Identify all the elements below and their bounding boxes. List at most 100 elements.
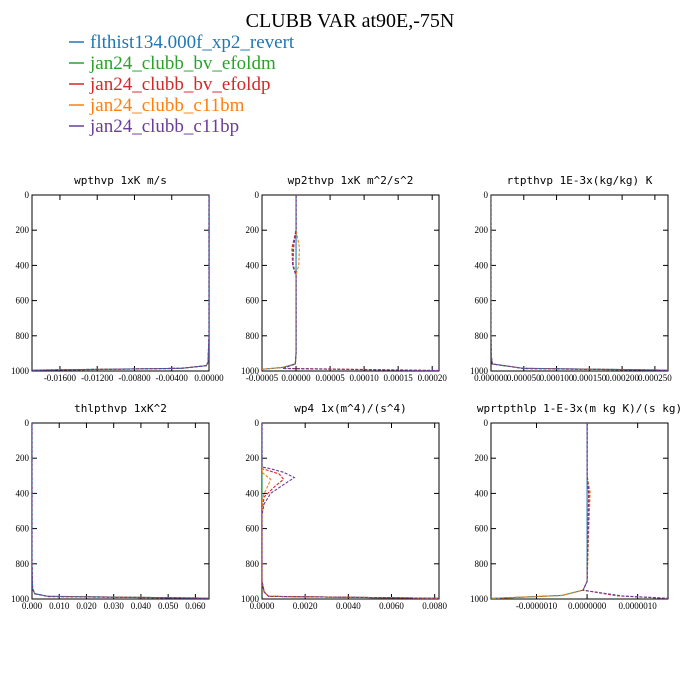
x-tick-label: 0.00005 <box>315 373 345 383</box>
panel-title: rtpthvp 1E-3x(kg/kg) K <box>507 174 653 187</box>
y-tick-label: 400 <box>246 488 260 498</box>
series-line <box>32 423 209 599</box>
y-tick-label: 600 <box>246 524 260 534</box>
figure-title: CLUBB VAR at90E,-75N <box>246 10 455 32</box>
x-tick-label: 0.000100 <box>540 373 574 383</box>
plot-frame <box>31 422 210 600</box>
chart-panel: wp2thvp 1xK m^2/s^2 0 200 400 600 800 1000-0.0… <box>241 174 447 383</box>
x-tick-label: 0.00015 <box>384 373 414 383</box>
y-tick-label: 800 <box>475 559 489 569</box>
y-tick-label: 1000 <box>11 366 30 376</box>
legend-entry: jan24_clubb_bv_efoldm <box>89 53 276 74</box>
x-tick-label: 0.00020 <box>418 373 448 383</box>
series-line <box>262 423 439 599</box>
y-tick-label: 200 <box>475 453 489 463</box>
series-line <box>32 423 209 599</box>
plot-frame <box>261 194 440 372</box>
y-tick-label: 200 <box>246 225 260 235</box>
y-tick-label: 1000 <box>241 594 260 604</box>
panel-title: wprtpthlp 1-E-3x(m kg K)/(s kg) <box>477 402 682 415</box>
y-tick-label: 0 <box>25 418 30 428</box>
plot-frame <box>31 194 210 372</box>
series-line <box>262 423 439 599</box>
legend-entry: jan24_clubb_c11bm <box>89 95 245 116</box>
y-tick-label: 800 <box>246 331 260 341</box>
x-tick-label: 0.030 <box>104 601 125 611</box>
series-line <box>262 423 439 599</box>
x-tick-label: -0.0000010 <box>516 601 558 611</box>
series-line <box>262 195 297 370</box>
series-line <box>282 195 439 371</box>
x-tick-label: 0.000 <box>22 601 43 611</box>
series-line <box>582 423 668 599</box>
y-tick-label: 400 <box>16 488 30 498</box>
panel-title: wp2thvp 1xK m^2/s^2 <box>288 174 414 187</box>
series-line <box>491 195 668 371</box>
series-line <box>262 423 439 599</box>
x-tick-label: 0.010 <box>49 601 70 611</box>
x-tick-label: 0.0020 <box>293 601 318 611</box>
series-line <box>262 195 300 370</box>
legend: flthist134.000f_xp2_revertjan24_clubb_bv… <box>69 32 295 137</box>
x-tick-label: 0.000000 <box>474 373 508 383</box>
y-tick-label: 200 <box>16 225 30 235</box>
series-line <box>491 195 668 371</box>
y-tick-label: 200 <box>475 225 489 235</box>
x-tick-label: 0.0000000 <box>568 601 607 611</box>
y-tick-label: 0 <box>255 418 260 428</box>
y-tick-label: 400 <box>475 488 489 498</box>
chart-panel: rtpthvp 1E-3x(kg/kg) K020040060080010000… <box>470 174 672 383</box>
y-tick-label: 0 <box>25 190 30 200</box>
series-line <box>491 423 588 599</box>
x-tick-label: 0.000250 <box>638 373 672 383</box>
x-tick-label: 0.0080 <box>422 601 447 611</box>
y-tick-label: 800 <box>16 559 30 569</box>
series-line <box>32 195 209 371</box>
x-tick-label: -0.00005 <box>246 373 279 383</box>
x-tick-label: 0.0060 <box>379 601 404 611</box>
y-tick-label: 600 <box>246 296 260 306</box>
y-tick-label: 400 <box>16 260 30 270</box>
y-tick-label: 400 <box>246 260 260 270</box>
x-tick-label: 0.00010 <box>349 373 379 383</box>
y-tick-label: 1000 <box>470 366 489 376</box>
plot-frame <box>490 194 669 372</box>
x-tick-label: 0.050 <box>158 601 179 611</box>
y-tick-label: 0 <box>484 418 489 428</box>
y-tick-label: 200 <box>246 453 260 463</box>
y-tick-label: 1000 <box>11 594 30 604</box>
legend-entry: jan24_clubb_c11bp <box>89 116 239 137</box>
series-line <box>32 195 209 371</box>
x-tick-label: 0.020 <box>76 601 97 611</box>
legend-entry: jan24_clubb_bv_efoldp <box>89 74 270 95</box>
panels: wpthvp 1xK m/s02004006008001000-0.01600-… <box>11 174 682 611</box>
y-tick-label: 800 <box>16 331 30 341</box>
x-tick-label: 0.00000 <box>281 373 311 383</box>
x-tick-label: 0.00000 <box>194 373 224 383</box>
x-tick-label: 0.000050 <box>507 373 541 383</box>
x-tick-label: 0.040 <box>131 601 152 611</box>
y-tick-label: 1000 <box>470 594 489 604</box>
panel-title: wp4 1x(m^4)/(s^4) <box>294 402 407 415</box>
series-line <box>32 195 209 371</box>
x-tick-label: 0.0000010 <box>619 601 658 611</box>
panel-title: thlpthvp 1xK^2 <box>74 402 167 415</box>
y-tick-label: 600 <box>16 296 30 306</box>
y-tick-label: 0 <box>484 190 489 200</box>
x-tick-label: 0.0000 <box>250 601 275 611</box>
panel-title: wpthvp 1xK m/s <box>74 174 167 187</box>
y-tick-label: 800 <box>246 559 260 569</box>
series-line <box>282 195 439 371</box>
series-line <box>582 423 668 599</box>
series-line <box>32 423 209 599</box>
x-tick-label: -0.00800 <box>118 373 151 383</box>
series-line <box>32 195 209 371</box>
x-tick-label: -0.01200 <box>81 373 114 383</box>
y-tick-label: 1000 <box>241 366 260 376</box>
x-tick-label: 0.000150 <box>572 373 606 383</box>
plot-frame <box>261 422 440 600</box>
series-line <box>262 423 439 599</box>
series-line <box>262 195 297 370</box>
